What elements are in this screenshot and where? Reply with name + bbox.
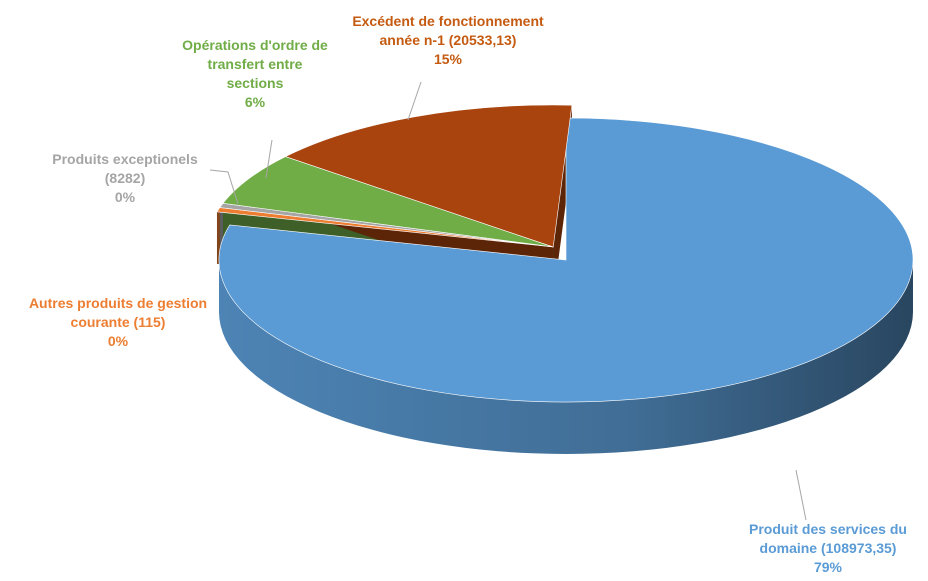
label-exceptionels: Produits exceptionels (8282) 0% — [20, 150, 230, 207]
label-operations: Opérations d'ordre de transfert entre se… — [150, 36, 360, 112]
leader-services — [795, 469, 807, 521]
slice-top-4 — [284, 104, 573, 248]
slice-top-0 — [218, 117, 914, 403]
label-exceptionels-line2: (8282) — [104, 170, 146, 186]
label-operations-line2: transfert entre — [207, 56, 303, 72]
label-services-line1: Produit des services du — [749, 521, 907, 537]
label-operations-percent: 6% — [244, 94, 266, 110]
label-services-line2: domaine (108973,35) — [759, 540, 897, 556]
label-exceptionels-line1: Produits exceptionels — [52, 151, 198, 167]
leader-lines — [209, 81, 807, 521]
label-excedent: Excédent de fonctionnement année n-1 (20… — [318, 12, 578, 69]
label-autres: Autres produits de gestion courante (115… — [0, 294, 236, 351]
label-autres-line1: Autres produits de gestion — [28, 295, 208, 311]
label-excedent-percent: 15% — [433, 51, 463, 67]
label-services-percent: 79% — [813, 559, 843, 575]
label-operations-line1: Opérations d'ordre de — [182, 37, 328, 53]
leader-excedent — [407, 81, 422, 121]
label-services: Produit des services du domaine (108973,… — [728, 520, 928, 577]
label-operations-line3: sections — [226, 75, 284, 91]
leader-operations — [265, 139, 273, 179]
leader-exceptionels — [209, 169, 239, 205]
label-excedent-line1: Excédent de fonctionnement — [352, 13, 544, 29]
slice-side-0-wall-0 — [219, 260, 913, 454]
label-autres-line2: courante (115) — [70, 314, 166, 330]
label-autres-percent: 0% — [107, 333, 129, 349]
label-exceptionels-percent: 0% — [114, 189, 136, 205]
label-excedent-line2: année n-1 (20533,13) — [379, 32, 517, 48]
slice-top-3 — [222, 156, 554, 248]
pie-tops — [216, 104, 914, 403]
